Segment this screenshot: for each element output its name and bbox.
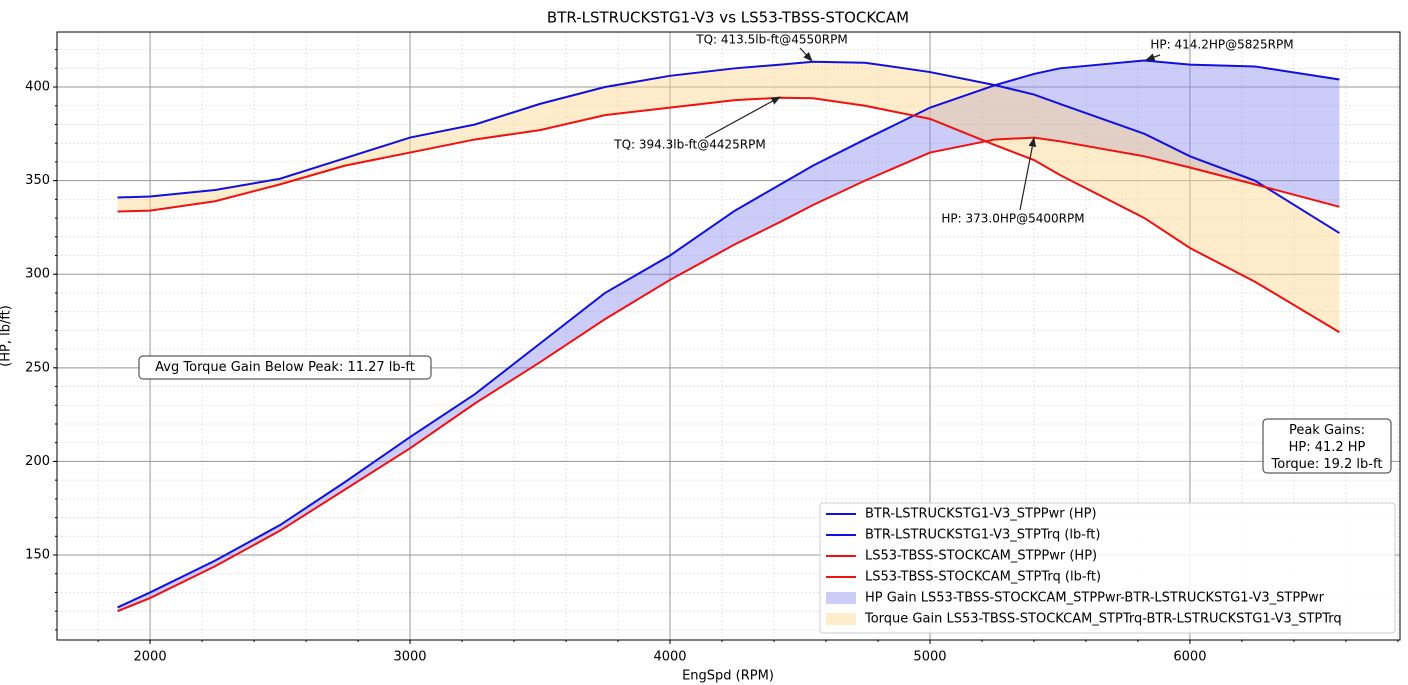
- legend-patch: [826, 592, 856, 604]
- text-box-line: Peak Gains:: [1289, 423, 1365, 438]
- y-axis-label: (HP, lb/ft): [0, 305, 14, 367]
- x-tick-label: 4000: [653, 650, 686, 665]
- y-tick-label: 200: [25, 454, 50, 469]
- annotation-arrow: [1145, 53, 1161, 61]
- chart-title: BTR-LSTRUCKSTG1-V3 vs LS53-TBSS-STOCKCAM: [547, 9, 909, 27]
- x-tick-label: 5000: [913, 650, 946, 665]
- legend-patch: [826, 613, 856, 625]
- x-axis-label: EngSpd (RPM): [682, 669, 774, 684]
- annotation-arrow: [704, 96, 781, 139]
- legend-label: BTR-LSTRUCKSTG1-V3_STPTrq (lb-ft): [865, 528, 1100, 543]
- annotation: HP: 414.2HP@5825RPM: [1150, 38, 1293, 52]
- legend-box: [819, 502, 1396, 634]
- x-tick-label: 2000: [134, 650, 167, 665]
- legend-label: LS53-TBSS-STOCKCAM_STPTrq (lb-ft): [865, 570, 1101, 585]
- annotation-arrow: [1019, 137, 1037, 211]
- y-tick-label: 400: [25, 80, 50, 95]
- text-box: [138, 355, 432, 380]
- annotation: TQ: 413.5lb-ft@4550RPM: [695, 33, 847, 47]
- series-line: [117, 60, 1340, 234]
- plot-frame: [56, 31, 1401, 641]
- legend-label: LS53-TBSS-STOCKCAM_STPPwr (HP): [865, 549, 1097, 564]
- series-line: [117, 96, 1340, 334]
- y-tick-label: 300: [25, 267, 50, 282]
- series-line: [117, 136, 1340, 613]
- text-box-line: Torque: 19.2 lb-ft: [1271, 457, 1383, 472]
- legend-label: BTR-LSTRUCKSTG1-V3_STPPwr (HP): [865, 507, 1097, 522]
- legend-label: Torque Gain LS53-TBSS-STOCKCAM_STPTrq-BT…: [864, 612, 1342, 627]
- y-tick-label: 350: [25, 173, 50, 188]
- series-line: [117, 59, 1340, 609]
- x-tick-label: 3000: [393, 650, 426, 665]
- y-tick-label: 150: [25, 548, 50, 563]
- annotation: TQ: 394.3lb-ft@4425RPM: [613, 138, 765, 152]
- text-box-line: Avg Torque Gain Below Peak: 11.27 lb-ft: [155, 360, 415, 375]
- x-tick-label: 6000: [1173, 650, 1206, 665]
- annotation-arrow: [799, 47, 813, 62]
- text-box: [1262, 418, 1392, 474]
- text-box-line: HP: 41.2 HP: [1289, 440, 1366, 455]
- gain-area: [117, 61, 1340, 333]
- gain-area: [117, 60, 1340, 612]
- annotation: HP: 373.0HP@5400RPM: [941, 212, 1084, 226]
- y-tick-label: 250: [25, 360, 50, 375]
- legend-label: HP Gain LS53-TBSS-STOCKCAM_STPPwr-BTR-LS…: [865, 591, 1325, 606]
